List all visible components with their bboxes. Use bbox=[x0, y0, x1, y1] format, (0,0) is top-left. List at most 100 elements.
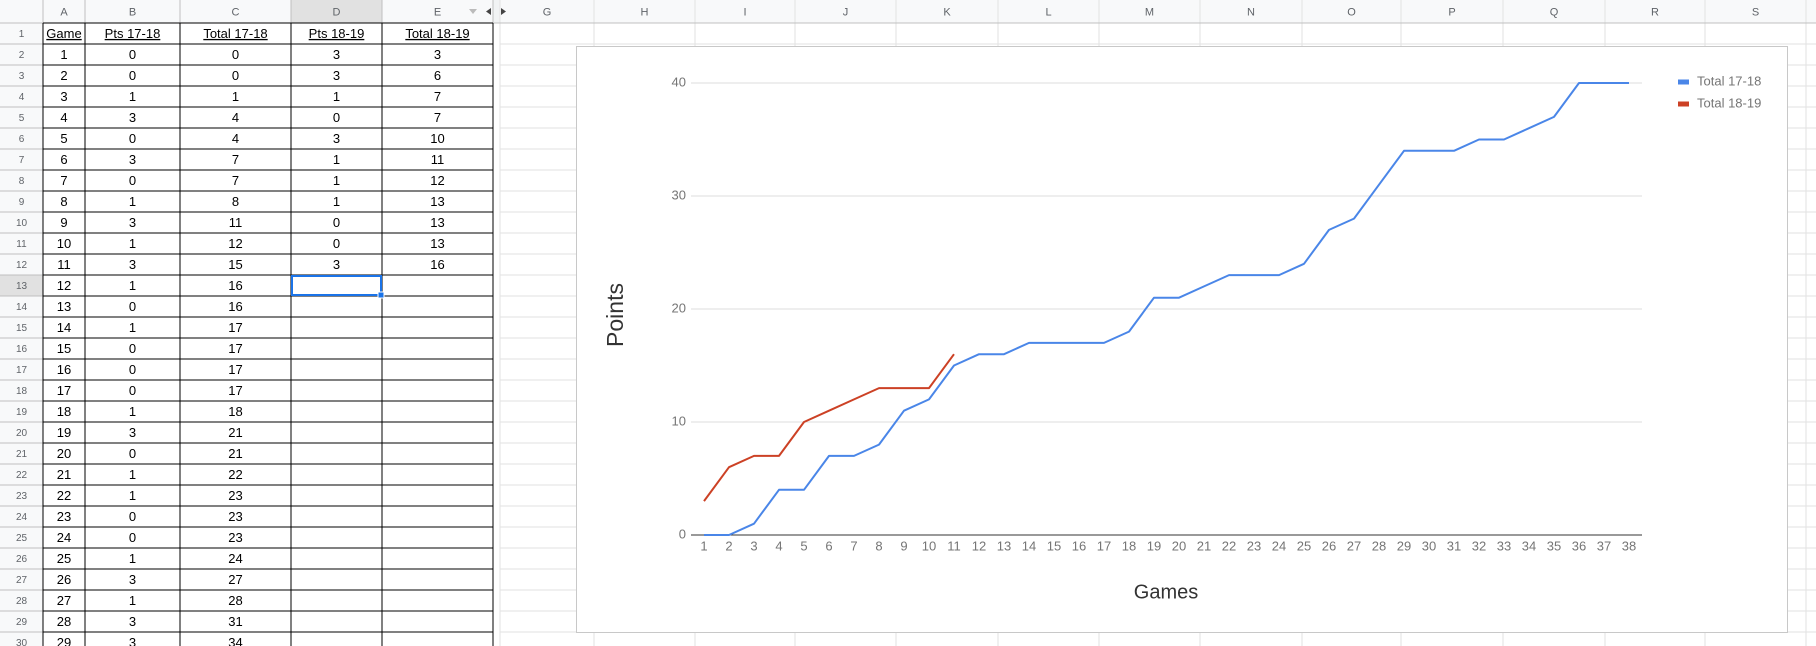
cell[interactable]: 17 bbox=[228, 341, 242, 356]
cell[interactable]: 16 bbox=[57, 362, 71, 377]
row-number[interactable]: 4 bbox=[19, 92, 25, 103]
cell[interactable]: 28 bbox=[57, 614, 71, 629]
cell[interactable]: 16 bbox=[228, 299, 242, 314]
row-number[interactable]: 18 bbox=[16, 386, 28, 397]
column-letter[interactable]: Q bbox=[1550, 6, 1559, 18]
cell[interactable]: 0 bbox=[129, 299, 136, 314]
cell[interactable]: 0 bbox=[129, 446, 136, 461]
cell[interactable]: 27 bbox=[228, 572, 242, 587]
cell[interactable]: 10 bbox=[430, 131, 444, 146]
header-cell[interactable]: Pts 17-18 bbox=[105, 26, 161, 41]
column-letter[interactable]: S bbox=[1752, 6, 1759, 18]
cell[interactable]: 1 bbox=[232, 89, 239, 104]
cell[interactable]: 1 bbox=[333, 152, 340, 167]
cell[interactable]: 1 bbox=[129, 404, 136, 419]
row-number[interactable]: 6 bbox=[19, 134, 25, 145]
cell[interactable]: 22 bbox=[228, 467, 242, 482]
cell[interactable]: 16 bbox=[430, 257, 444, 272]
cell[interactable]: 1 bbox=[129, 89, 136, 104]
column-letter[interactable]: E bbox=[434, 6, 441, 18]
cell[interactable]: 1 bbox=[129, 551, 136, 566]
cell[interactable]: 13 bbox=[430, 236, 444, 251]
row-number[interactable]: 15 bbox=[16, 323, 28, 334]
cell[interactable]: 3 bbox=[333, 68, 340, 83]
cell[interactable]: 3 bbox=[60, 89, 67, 104]
cell[interactable]: 29 bbox=[57, 635, 71, 646]
row-number[interactable]: 17 bbox=[16, 365, 28, 376]
cell[interactable]: 19 bbox=[57, 425, 71, 440]
column-letter[interactable]: I bbox=[743, 6, 746, 18]
cell[interactable]: 0 bbox=[129, 362, 136, 377]
cell[interactable]: 5 bbox=[60, 131, 67, 146]
cell[interactable]: 7 bbox=[60, 173, 67, 188]
cell[interactable]: 4 bbox=[232, 131, 239, 146]
row-number[interactable]: 20 bbox=[16, 428, 28, 439]
cell[interactable]: 0 bbox=[129, 383, 136, 398]
row-number[interactable]: 3 bbox=[19, 71, 25, 82]
cell[interactable]: 17 bbox=[228, 320, 242, 335]
cell[interactable]: 3 bbox=[333, 47, 340, 62]
cell[interactable]: 2 bbox=[60, 68, 67, 83]
cell[interactable]: 7 bbox=[232, 173, 239, 188]
cell[interactable]: 0 bbox=[129, 68, 136, 83]
column-letter[interactable]: H bbox=[641, 6, 649, 18]
cell[interactable]: 18 bbox=[57, 404, 71, 419]
cell[interactable]: 9 bbox=[60, 215, 67, 230]
cell[interactable]: 0 bbox=[333, 215, 340, 230]
row-number[interactable]: 13 bbox=[16, 281, 28, 292]
row-number[interactable]: 29 bbox=[16, 617, 28, 628]
row-number[interactable]: 26 bbox=[16, 554, 28, 565]
row-number[interactable]: 9 bbox=[19, 197, 25, 208]
cell[interactable]: 0 bbox=[129, 530, 136, 545]
cell[interactable]: 13 bbox=[430, 194, 444, 209]
cell[interactable]: 3 bbox=[129, 635, 136, 646]
cell[interactable]: 21 bbox=[228, 425, 242, 440]
cell[interactable]: 1 bbox=[60, 47, 67, 62]
column-letter[interactable]: C bbox=[232, 6, 240, 18]
row-number[interactable]: 21 bbox=[16, 449, 28, 460]
column-letter[interactable]: O bbox=[1347, 6, 1356, 18]
legend-label[interactable]: Total 18-19 bbox=[1697, 95, 1761, 110]
cell[interactable]: 17 bbox=[57, 383, 71, 398]
row-number[interactable]: 22 bbox=[16, 470, 28, 481]
cell[interactable]: 12 bbox=[57, 278, 71, 293]
cell[interactable]: 15 bbox=[228, 257, 242, 272]
cell[interactable]: 0 bbox=[232, 68, 239, 83]
column-letter[interactable]: K bbox=[943, 6, 951, 18]
row-number[interactable]: 8 bbox=[19, 176, 25, 187]
header-cell[interactable]: Total 17-18 bbox=[203, 26, 267, 41]
cell[interactable]: 1 bbox=[129, 194, 136, 209]
cell[interactable]: 23 bbox=[228, 488, 242, 503]
row-number[interactable]: 16 bbox=[16, 344, 28, 355]
cell[interactable]: 0 bbox=[129, 341, 136, 356]
column-letter[interactable]: A bbox=[60, 6, 68, 18]
cell[interactable]: 17 bbox=[228, 383, 242, 398]
column-letter[interactable]: B bbox=[129, 6, 136, 18]
column-letter[interactable]: L bbox=[1045, 6, 1051, 18]
cell[interactable]: 20 bbox=[57, 446, 71, 461]
cell[interactable]: 31 bbox=[228, 614, 242, 629]
cell[interactable]: 1 bbox=[129, 488, 136, 503]
cell[interactable]: 7 bbox=[434, 110, 441, 125]
cell[interactable]: 13 bbox=[57, 299, 71, 314]
cell[interactable]: 0 bbox=[129, 509, 136, 524]
cell[interactable]: 14 bbox=[57, 320, 71, 335]
cell[interactable]: 23 bbox=[57, 509, 71, 524]
cell[interactable]: 3 bbox=[129, 614, 136, 629]
cell[interactable]: 1 bbox=[129, 236, 136, 251]
cell[interactable]: 11 bbox=[229, 215, 243, 230]
cell[interactable]: 25 bbox=[57, 551, 71, 566]
cell[interactable]: 21 bbox=[57, 467, 71, 482]
cell[interactable]: 0 bbox=[333, 236, 340, 251]
scroll-arrow-right[interactable] bbox=[501, 8, 506, 15]
row-number[interactable]: 12 bbox=[16, 260, 28, 271]
row-number[interactable]: 25 bbox=[16, 533, 28, 544]
cell[interactable]: 0 bbox=[129, 173, 136, 188]
row-number[interactable]: 14 bbox=[16, 302, 28, 313]
header-cell[interactable]: Game bbox=[46, 26, 81, 41]
header-cell[interactable]: Pts 18-19 bbox=[309, 26, 365, 41]
cell[interactable]: 12 bbox=[430, 173, 444, 188]
cell[interactable]: 7 bbox=[434, 89, 441, 104]
cell[interactable]: 1 bbox=[129, 593, 136, 608]
cell[interactable]: 0 bbox=[129, 131, 136, 146]
